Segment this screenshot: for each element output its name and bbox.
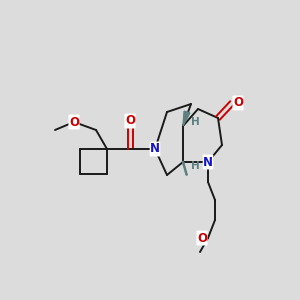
Text: H: H xyxy=(190,117,200,127)
Text: O: O xyxy=(69,116,79,128)
Text: O: O xyxy=(69,116,79,128)
Text: N: N xyxy=(204,155,212,169)
Text: N: N xyxy=(203,155,213,169)
Polygon shape xyxy=(183,111,190,126)
Text: N: N xyxy=(150,142,160,155)
Text: N: N xyxy=(151,142,159,155)
Text: O: O xyxy=(233,97,243,110)
Text: H: H xyxy=(190,161,200,171)
Text: O: O xyxy=(125,115,135,128)
Text: O: O xyxy=(197,232,207,244)
Text: O: O xyxy=(125,115,135,128)
Text: O: O xyxy=(197,232,207,244)
Text: O: O xyxy=(233,97,243,110)
